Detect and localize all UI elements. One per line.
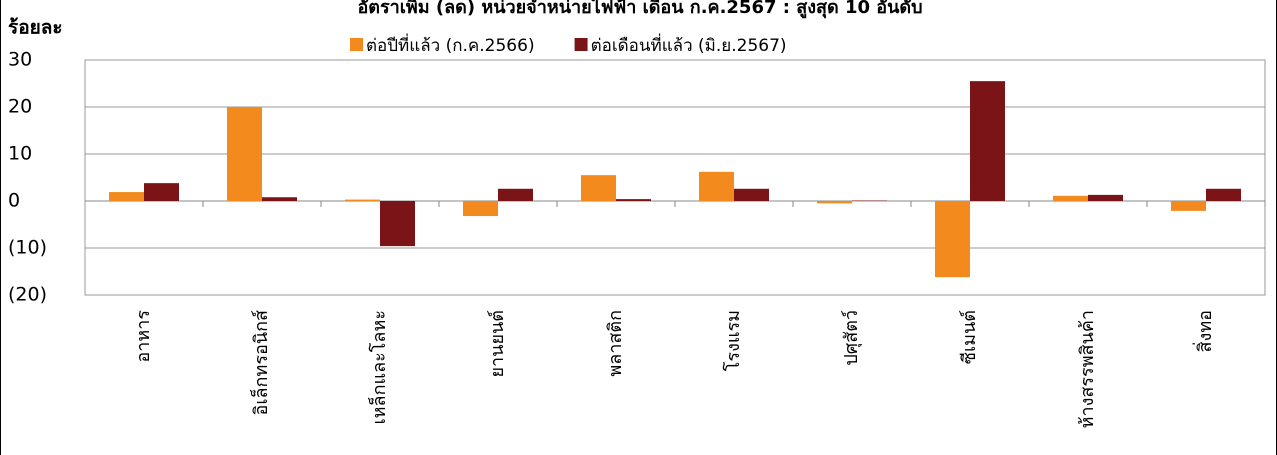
- bar: [227, 107, 262, 201]
- bar: [1088, 194, 1123, 201]
- y-tick-label: 20: [8, 96, 32, 118]
- y-tick-label: 30: [8, 49, 32, 71]
- bar: [1206, 188, 1241, 201]
- y-axis-label: ร้อยละ: [8, 17, 63, 39]
- x-tick-label: ยานยนต์: [487, 310, 508, 378]
- y-tick-label: 0: [8, 190, 20, 212]
- legend-label: ต่อเดือนที่แล้ว (มิ.ย.2567): [591, 33, 787, 56]
- chart-title: อัตราเพิ่ม (ลด) หน่วยจำหน่ายไฟฟ้า เดือน …: [357, 0, 922, 19]
- bar: [970, 81, 1005, 201]
- bar: [345, 199, 380, 201]
- legend-swatch: [350, 38, 363, 51]
- x-tick-label: อิเล็กทรอนิกส์: [249, 310, 272, 415]
- x-tick-label: สิ่งทอ: [1192, 310, 1216, 352]
- bar: [109, 192, 144, 201]
- x-tick-label: เหล็กและโลหะ: [367, 310, 390, 424]
- y-tick-label: (10): [8, 237, 47, 259]
- bar: [734, 188, 769, 201]
- y-tick-label: (20): [8, 284, 47, 306]
- x-tick-label: ห้างสรรพสินค้า: [1077, 310, 1098, 428]
- bar: [581, 175, 616, 201]
- legend-label: ต่อปีที่แล้ว (ก.ค.2566): [366, 33, 535, 56]
- bar: [1171, 201, 1206, 211]
- y-tick-label: 10: [8, 143, 32, 165]
- bar: [817, 201, 852, 204]
- x-tick-label: ซีเมนต์: [959, 310, 980, 364]
- x-tick-label: อาหาร: [133, 310, 154, 363]
- bar: [144, 183, 179, 201]
- bar: [699, 171, 734, 201]
- x-tick-label: พลาสติก: [605, 310, 626, 377]
- bar: [616, 199, 651, 201]
- bar: [498, 188, 533, 201]
- legend-swatch: [574, 38, 588, 51]
- bar: [935, 201, 970, 278]
- bar: [1053, 195, 1088, 201]
- bar: [463, 201, 498, 217]
- x-tick-label: โรงแรม: [722, 310, 744, 371]
- bar: [262, 197, 297, 201]
- bar: [380, 201, 415, 247]
- x-tick-label: ปศุสัตว์: [841, 310, 862, 366]
